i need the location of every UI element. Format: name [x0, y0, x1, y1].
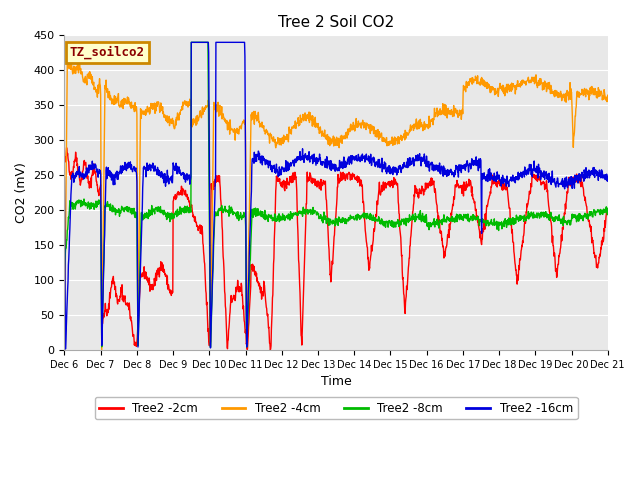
Tree2 -2cm — [313, 180, 321, 185]
X-axis label: Time: Time — [321, 375, 351, 388]
Tree2 -16cm — [103, 176, 111, 181]
Tree2 -8cm — [292, 211, 300, 217]
Line: Tree2 -16cm: Tree2 -16cm — [65, 42, 608, 349]
Tree2 -4cm — [103, 89, 111, 95]
Tree2 -8cm — [188, 39, 195, 45]
Tree2 -2cm — [371, 228, 378, 234]
Tree2 -16cm — [125, 160, 132, 166]
Tree2 -16cm — [61, 346, 69, 352]
Tree2 -16cm — [303, 156, 311, 162]
Tree2 -16cm — [188, 39, 195, 45]
Text: TZ_soilco2: TZ_soilco2 — [70, 46, 145, 59]
Tree2 -4cm — [371, 127, 378, 132]
Tree2 -8cm — [61, 267, 68, 273]
Tree2 -16cm — [313, 155, 321, 160]
Tree2 -16cm — [371, 156, 378, 161]
Tree2 -4cm — [125, 101, 133, 107]
Tree2 -4cm — [64, 56, 72, 62]
Tree2 -8cm — [313, 212, 321, 218]
Tree2 -8cm — [604, 210, 612, 216]
Tree2 -2cm — [125, 307, 132, 312]
Y-axis label: CO2 (mV): CO2 (mV) — [15, 162, 28, 223]
Tree2 -4cm — [61, 345, 68, 351]
Tree2 -8cm — [125, 207, 132, 213]
Tree2 -4cm — [313, 120, 321, 126]
Line: Tree2 -4cm: Tree2 -4cm — [65, 59, 608, 350]
Tree2 -8cm — [102, 203, 110, 208]
Legend: Tree2 -2cm, Tree2 -4cm, Tree2 -8cm, Tree2 -16cm: Tree2 -2cm, Tree2 -4cm, Tree2 -8cm, Tree… — [95, 397, 577, 420]
Tree2 -2cm — [604, 207, 612, 213]
Tree2 -2cm — [103, 313, 111, 319]
Tree2 -16cm — [604, 178, 612, 184]
Tree2 -2cm — [266, 347, 274, 353]
Tree2 -4cm — [292, 125, 300, 131]
Tree2 -2cm — [292, 174, 300, 180]
Tree2 -4cm — [98, 348, 106, 353]
Line: Tree2 -8cm: Tree2 -8cm — [65, 42, 608, 348]
Tree2 -2cm — [61, 157, 68, 163]
Tree2 -16cm — [61, 175, 68, 181]
Tree2 -2cm — [303, 179, 311, 185]
Tree2 -4cm — [303, 113, 311, 119]
Tree2 -16cm — [292, 160, 300, 166]
Tree2 -8cm — [303, 208, 311, 214]
Title: Tree 2 Soil CO2: Tree 2 Soil CO2 — [278, 15, 394, 30]
Tree2 -2cm — [63, 145, 70, 151]
Line: Tree2 -2cm: Tree2 -2cm — [65, 148, 608, 350]
Tree2 -8cm — [371, 216, 378, 221]
Tree2 -4cm — [604, 92, 612, 98]
Tree2 -8cm — [207, 345, 214, 350]
